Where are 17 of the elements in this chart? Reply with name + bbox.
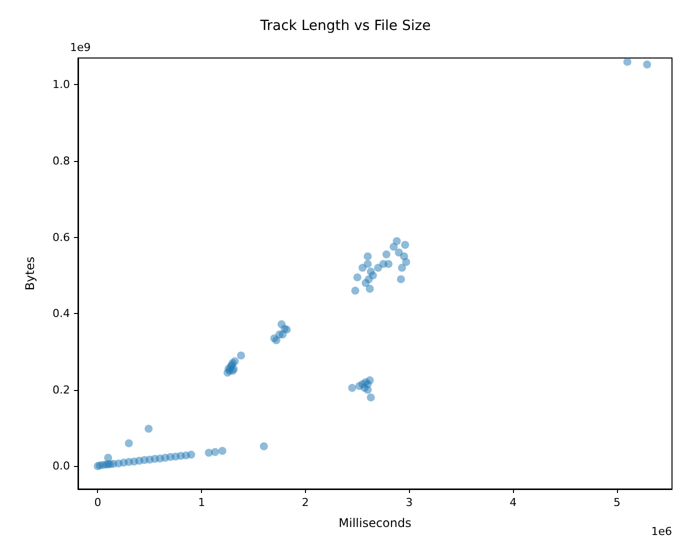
chart-title: Track Length vs File Size	[259, 18, 431, 34]
y-tick-label: 0.2	[52, 383, 70, 396]
x-tick-label: 0	[94, 496, 102, 509]
x-tick-label: 1	[198, 496, 206, 509]
text: 1e6	[651, 525, 672, 538]
text: 1e9	[70, 41, 91, 54]
x-tick-label: 2	[302, 496, 309, 509]
x-tick-label: 5	[613, 496, 620, 509]
y-tick-label: 0.6	[52, 230, 70, 244]
x-tick-label: 3	[406, 496, 413, 509]
y-tick-label: 0.8	[52, 154, 70, 168]
y-tick-label: 1.0	[52, 78, 70, 92]
x-axis-title: Milliseconds	[338, 516, 412, 530]
y-tick-label: 0.4	[52, 307, 70, 320]
y-tick-label: 0.0	[52, 460, 70, 473]
y-axis-title: Bytes	[23, 256, 37, 290]
x-tick-label: 4	[510, 496, 517, 509]
